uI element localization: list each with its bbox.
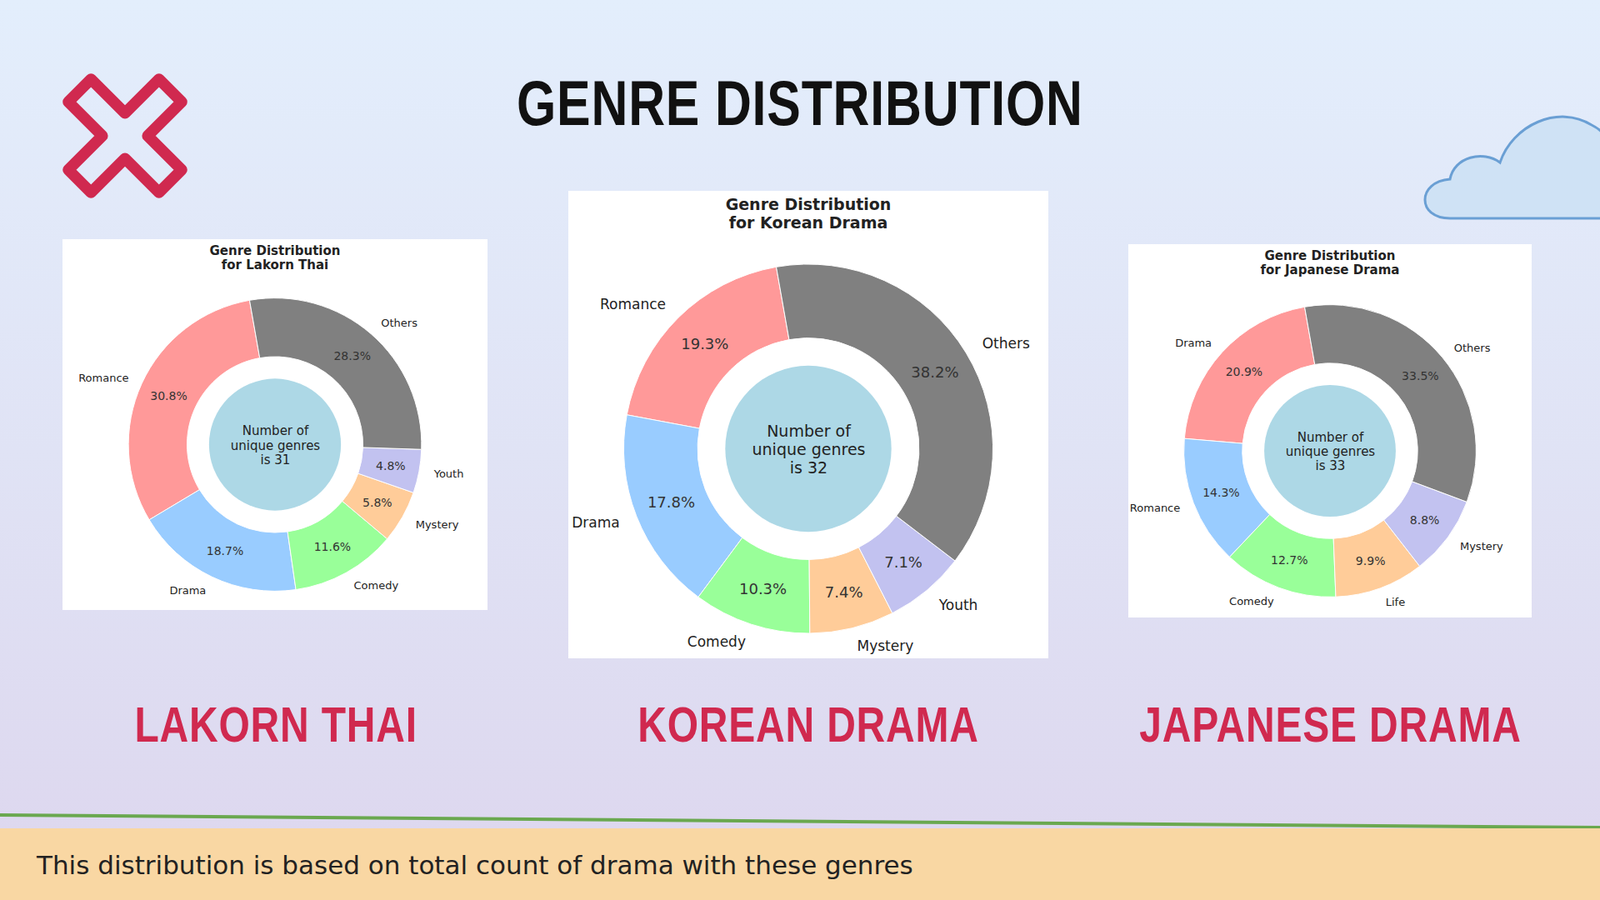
html-text:Genre Distribution for Korean: Genre Distribution for Korean Drama: [725, 195, 892, 232]
html-text:Genre Distribution for Lakorn: Genre Distribution for Lakorn Thai: [209, 243, 341, 273]
svg-text:8.8%: 8.8%: [1410, 513, 1440, 527]
svg-text:14.3%: 14.3%: [1202, 485, 1240, 500]
svg-text:Others: Others: [380, 316, 418, 330]
svg-text:Number ofunique genresis 31: Number ofunique genresis 31: [230, 423, 321, 468]
svg-text:20.9%: 20.9%: [1225, 365, 1263, 379]
svg-text:18.7%: 18.7%: [206, 544, 244, 558]
svg-text:Drama: Drama: [571, 514, 620, 531]
html-text:KOREAN DRAMA: KOREAN DRAMA: [637, 696, 979, 753]
svg-text:Romance: Romance: [1130, 501, 1180, 515]
svg-text:Mystery: Mystery: [1460, 540, 1504, 553]
svg-text:Number ofunique genresis 32: Number ofunique genresis 32: [752, 421, 866, 477]
svg-text:Others: Others: [982, 335, 1030, 352]
svg-text:Life: Life: [1385, 595, 1405, 609]
svg-text:Youth: Youth: [938, 596, 979, 614]
svg-text:4.8%: 4.8%: [375, 459, 406, 473]
svg-text:Drama: Drama: [1175, 336, 1212, 350]
svg-text:5.8%: 5.8%: [362, 495, 393, 510]
svg-text:Others: Others: [1454, 341, 1491, 355]
svg-text:19.3%: 19.3%: [680, 335, 729, 353]
svg-text:Mystery: Mystery: [415, 518, 460, 531]
svg-text:38.2%: 38.2%: [910, 363, 959, 381]
svg-text:30.8%: 30.8%: [150, 389, 187, 403]
html-text:JAPANESE DRAMA: JAPANESE DRAMA: [1139, 696, 1521, 753]
html-text:This distribution is based on: This distribution is based on total coun…: [36, 850, 914, 880]
svg-text:Comedy: Comedy: [1229, 595, 1275, 608]
svg-text:Comedy: Comedy: [354, 579, 400, 592]
svg-text:28.3%: 28.3%: [333, 349, 370, 363]
svg-text:Drama: Drama: [169, 584, 206, 597]
html-text:GENRE DISTRIBUTION: GENRE DISTRIBUTION: [516, 67, 1084, 139]
svg-text:7.4%: 7.4%: [825, 583, 864, 601]
html-text:LAKORN THAI: LAKORN THAI: [134, 696, 418, 753]
svg-text:10.3%: 10.3%: [739, 580, 787, 598]
svg-text:9.9%: 9.9%: [1355, 554, 1386, 568]
svg-text:Number ofunique genresis 33: Number ofunique genresis 33: [1285, 430, 1376, 475]
svg-text:Comedy: Comedy: [687, 633, 746, 650]
svg-text:11.6%: 11.6%: [314, 540, 351, 554]
svg-text:7.1%: 7.1%: [884, 553, 923, 571]
svg-text:Mystery: Mystery: [857, 637, 915, 655]
svg-text:17.8%: 17.8%: [647, 493, 695, 511]
svg-text:12.7%: 12.7%: [1270, 553, 1308, 567]
html-text:Genre Distribution for Japanes: Genre Distribution for Japanese Drama: [1260, 248, 1400, 278]
svg-text:Romance: Romance: [600, 295, 666, 313]
svg-text:Romance: Romance: [78, 371, 129, 385]
svg-text:33.5%: 33.5%: [1401, 369, 1439, 383]
svg-text:Youth: Youth: [433, 467, 465, 480]
